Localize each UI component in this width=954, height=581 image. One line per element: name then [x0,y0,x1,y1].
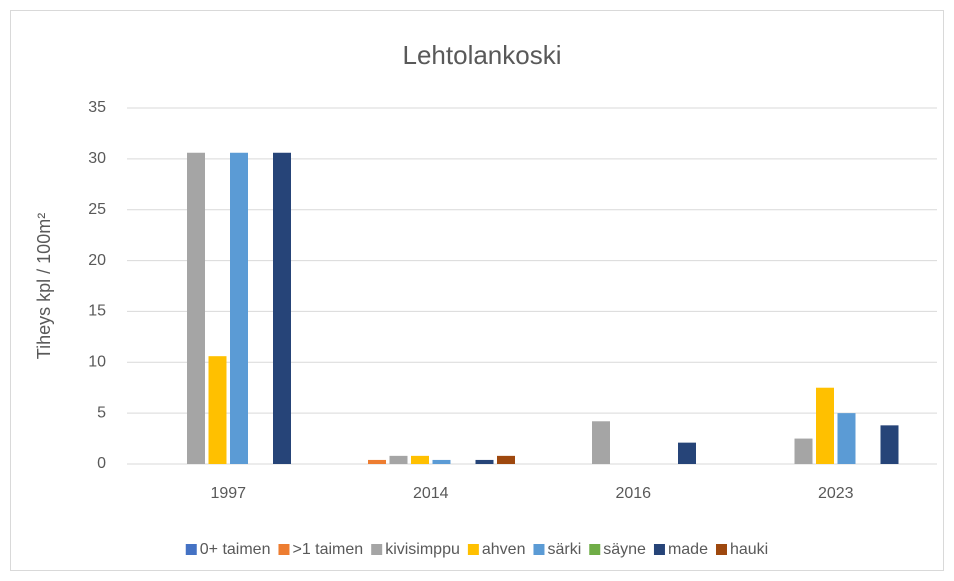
legend-label: made [668,541,708,558]
legend-label: kivisimppu [385,541,460,558]
bar [475,459,494,464]
legend-label: särki [547,541,581,558]
legend-swatch [278,544,290,555]
y-axis-label: Tiheys kpl / 100m² [34,213,54,359]
y-tick-label: 5 [97,404,106,421]
bar [208,356,227,464]
legend-swatch [533,544,545,555]
bar [411,455,429,464]
legend-swatch [715,544,727,555]
bar [368,459,386,464]
legend-swatch [371,544,383,555]
bar [389,455,408,464]
legend-swatch [467,544,479,555]
bar [497,455,515,464]
bar [273,152,291,465]
x-tick-label: 2023 [818,485,854,502]
bar [592,421,610,464]
x-tick-label: 1997 [210,485,246,502]
legend-swatch [185,544,197,555]
legend-label: säyne [603,541,646,558]
y-tick-label: 20 [88,252,106,269]
legend-swatch [653,544,665,555]
bar [837,413,856,464]
bar [432,459,451,464]
chart-title: Lehtolankoski [403,40,562,70]
y-tick-label: 15 [88,303,106,320]
bar [230,152,248,465]
bar [678,442,696,464]
legend-label: hauki [730,541,768,558]
y-tick-label: 35 [88,99,106,116]
y-tick-label: 25 [88,201,106,218]
y-tick-label: 30 [88,150,106,167]
legend-label: ahven [482,541,526,558]
bar [187,152,205,465]
legend-label: 0+ taimen [200,541,271,558]
y-tick-label: 10 [88,354,106,371]
y-tick-label: 0 [97,455,106,472]
legend-label: >1 taimen [292,541,363,558]
bar [816,387,834,464]
bar [794,438,813,464]
legend-swatch [589,544,601,555]
x-tick-label: 2016 [615,485,651,502]
chart-frame [10,10,944,571]
bar [880,425,899,464]
x-tick-label: 2014 [413,485,449,502]
